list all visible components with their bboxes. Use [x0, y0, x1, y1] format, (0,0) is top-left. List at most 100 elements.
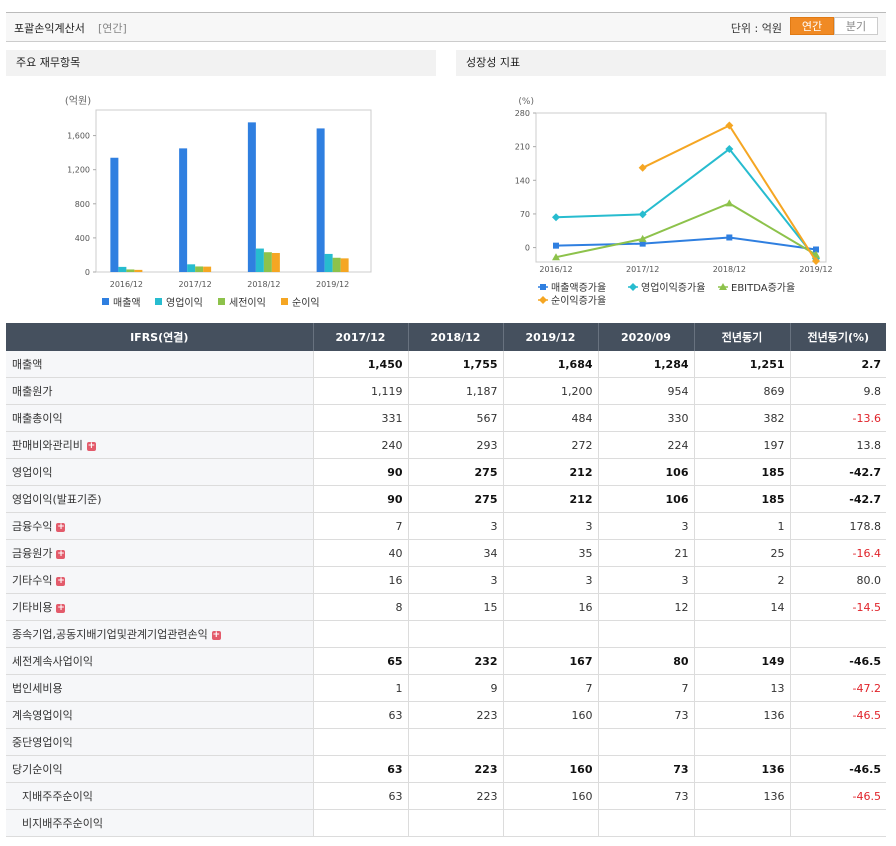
table-row: 판매비와관리비 +240 293 272 224 197 13.8	[6, 431, 886, 459]
table-cell: 185	[694, 485, 791, 513]
expand-plus-icon[interactable]: +	[211, 629, 221, 640]
line-series	[555, 147, 817, 260]
table-cell: 63	[313, 701, 409, 729]
line-xtick-label: 2017/12	[626, 265, 659, 274]
expand-plus-icon[interactable]: +	[56, 521, 66, 532]
table-cell: 1,251	[694, 351, 791, 378]
expand-plus-icon[interactable]: +	[56, 575, 66, 586]
table-cell: 63	[313, 782, 409, 810]
table-cell: 567	[408, 404, 504, 432]
tab-annual[interactable]: 연간	[790, 17, 834, 35]
legend-label: 세전이익	[229, 297, 266, 309]
bar-net	[340, 258, 349, 272]
legend-swatch	[155, 298, 162, 305]
column-header: 2019/12	[503, 323, 599, 351]
table-cell: -46.5	[790, 755, 886, 783]
legend-label: 매출액	[113, 297, 141, 309]
table-row: 매출원가 1,119 1,187 1,200 954 869 9.8	[6, 377, 886, 405]
table-cell: 7	[598, 674, 695, 702]
row-label: 판매비와관리비 +	[6, 431, 314, 459]
table-cell: 73	[598, 755, 695, 783]
row-label: 영업이익(발표기준)	[6, 485, 314, 513]
bar-ytick-label: 0	[85, 268, 90, 277]
table-cell: 3	[598, 512, 695, 540]
table-cell: 65	[313, 647, 409, 675]
bar-ytick-label: 1,600	[67, 132, 90, 141]
table-cell: 2	[694, 566, 791, 594]
table-cell: 1	[694, 512, 791, 540]
table-cell: 7	[313, 512, 409, 540]
table-cell: 272	[503, 431, 599, 459]
table-cell: -13.6	[790, 404, 886, 432]
bar-net	[134, 269, 143, 272]
table-cell: 3	[503, 512, 599, 540]
table-row: 계속영업이익 63 223 160 73 136 -46.5	[6, 701, 886, 729]
table-cell: 160	[503, 782, 599, 810]
line-marker	[638, 210, 647, 219]
legend-swatch	[218, 298, 225, 305]
row-label: 기타수익 +	[6, 566, 314, 594]
column-header: 전년동기(%)	[790, 323, 886, 351]
bar-ytick-label: 400	[75, 234, 90, 243]
table-cell	[313, 728, 409, 756]
table-cell: 7	[503, 674, 599, 702]
table-row: 비지배주주순이익	[6, 809, 886, 837]
bar-operating	[324, 253, 333, 272]
table-cell: 136	[694, 701, 791, 729]
table-cell: 35	[503, 539, 599, 567]
line-ytick-label: 0	[525, 244, 530, 253]
table-cell	[408, 809, 504, 837]
legend-swatch	[102, 298, 109, 305]
row-label-text: 중단영업이익	[12, 736, 73, 749]
bar-pretax	[126, 269, 135, 272]
tab-quarter[interactable]: 분기	[834, 17, 878, 35]
row-label-text: 금융원가	[12, 547, 53, 560]
period-type-label: [연간]	[98, 22, 127, 35]
key-financials-heading: 주요 재무항목	[6, 50, 436, 76]
table-cell: 223	[408, 782, 504, 810]
row-label-text: 당기순이익	[12, 763, 63, 776]
table-row: 금융수익 +7 3 3 3 1 178.8	[6, 512, 886, 540]
row-label-text: 금융수익	[12, 520, 53, 533]
expand-plus-icon[interactable]: +	[56, 548, 66, 559]
table-cell: 13	[694, 674, 791, 702]
table-cell: 63	[313, 755, 409, 783]
expand-plus-icon[interactable]: +	[86, 440, 96, 451]
row-label: 매출총이익	[6, 404, 314, 432]
table-cell: -14.5	[790, 593, 886, 621]
legend-swatch	[281, 298, 288, 305]
table-row: 중단영업이익	[6, 728, 886, 756]
table-cell	[694, 728, 791, 756]
table-cell: 212	[503, 458, 599, 486]
table-cell: 484	[503, 404, 599, 432]
column-header: IFRS(연결)	[6, 323, 314, 351]
table-cell: 80	[598, 647, 695, 675]
table-cell: 106	[598, 458, 695, 486]
statement-title: 포괄손익계산서	[14, 22, 85, 35]
bar-xtick-label: 2018/12	[247, 280, 280, 289]
line-marker	[629, 283, 637, 291]
table-cell: -46.5	[790, 701, 886, 729]
line-marker	[725, 121, 734, 130]
table-cell: 178.8	[790, 512, 886, 540]
table-cell: 80.0	[790, 566, 886, 594]
table-cell: 25	[694, 539, 791, 567]
table-cell: 3	[408, 566, 504, 594]
table-row: 영업이익 90 275 212 106 185 -42.7	[6, 458, 886, 486]
table-cell: 14	[694, 593, 791, 621]
row-label: 금융원가 +	[6, 539, 314, 567]
legend-label: 영업이익	[166, 296, 203, 309]
table-cell: 954	[598, 377, 695, 405]
table-cell: 9	[408, 674, 504, 702]
unit-label: 단위 : 억원	[730, 22, 782, 35]
line-marker	[539, 296, 547, 304]
table-header-row: IFRS(연결) 2017/12 2018/12 2019/12 2020/09 전년동기…	[6, 323, 886, 351]
expand-plus-icon[interactable]: +	[56, 602, 66, 613]
table-cell: -47.2	[790, 674, 886, 702]
bar-unit-label: (억원)	[65, 95, 91, 107]
table-cell: 331	[313, 404, 409, 432]
row-label-text: 지배주주순이익	[22, 790, 93, 803]
row-label: 지배주주순이익	[6, 782, 314, 810]
bar-operating	[255, 248, 264, 272]
row-label-text: 기타수익	[12, 574, 53, 587]
